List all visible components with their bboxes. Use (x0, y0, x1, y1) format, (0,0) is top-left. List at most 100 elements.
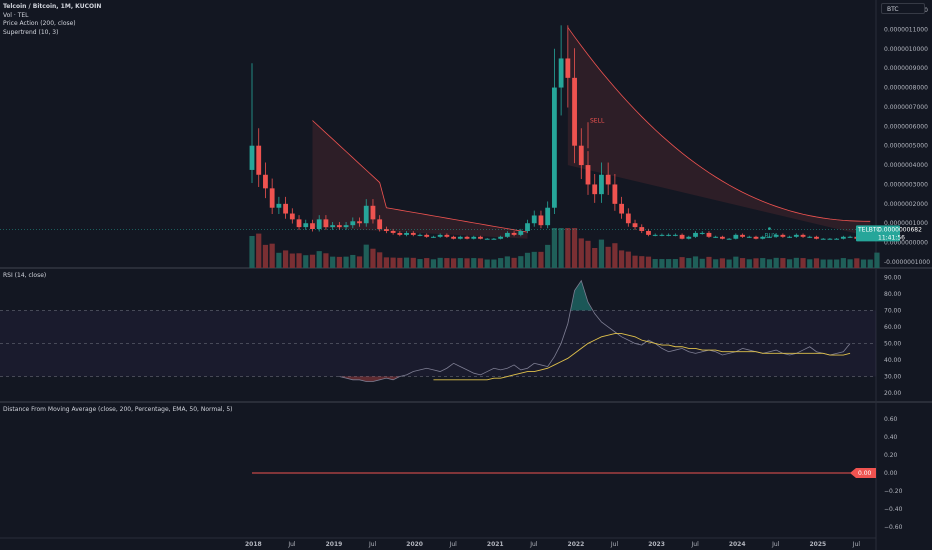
volume-bar (444, 258, 450, 268)
volume-bar (666, 259, 672, 268)
price-tick-label: 0.0000005000 (884, 143, 928, 150)
candle (666, 234, 672, 236)
chart-legend: Telcoin / Bitcoin, 1M, KUCOIN Vol · TEL … (3, 3, 101, 37)
candle (518, 230, 524, 235)
candle (437, 234, 443, 237)
candle (283, 203, 288, 214)
price-badge-symbol: TELBTC (857, 226, 880, 233)
candle (249, 145, 255, 170)
candle (316, 219, 322, 230)
candle (672, 234, 678, 236)
candle (357, 221, 362, 224)
volume-bar (746, 259, 752, 268)
candle (471, 236, 477, 239)
volume-bar (793, 257, 799, 268)
volume-bar (840, 258, 846, 268)
candle (840, 236, 846, 239)
time-tick-label: Jul (852, 541, 861, 548)
price-badge-countdown: 11:41:56 (878, 234, 905, 241)
candle (713, 236, 719, 238)
sell-label: SELL (590, 117, 605, 124)
rsi-tick-label: 20.00 (884, 390, 901, 397)
candle (847, 236, 853, 238)
rsi-tick-label: 60.00 (884, 324, 901, 331)
volume-bar (397, 257, 403, 268)
candle (363, 205, 369, 224)
volume-bar (820, 259, 826, 268)
volume-bar (739, 258, 746, 268)
indicator-supertrend[interactable]: Supertrend (10, 3) (3, 28, 59, 36)
candle (780, 234, 786, 237)
volume-bar (605, 246, 611, 268)
indicator-vol[interactable]: Vol · TEL (3, 11, 29, 19)
dma-title[interactable]: Distance From Moving Average (close, 200… (3, 406, 233, 413)
time-tick-label: 2025 (809, 541, 826, 548)
volume-bar (336, 256, 342, 268)
volume-bar (511, 257, 517, 268)
candle (740, 234, 745, 237)
volume-bar (477, 258, 484, 268)
price-axis[interactable]: 0.00000120000.00000110000.00000100000.00… (850, 7, 930, 531)
volume-bar (276, 252, 282, 268)
buy-label: BUY (764, 233, 777, 240)
volume-bar (518, 256, 524, 268)
rsi-pane[interactable] (0, 279, 876, 382)
candle (323, 219, 329, 228)
volume-bar (309, 254, 316, 268)
rsi-overbought-fill (570, 280, 592, 311)
candle (296, 219, 302, 228)
volume-bar (867, 259, 873, 268)
dma-tick-label: −0.60 (884, 524, 903, 531)
currency-button[interactable]: BTC (881, 3, 925, 14)
dma-tick-label: 0.00 (884, 470, 898, 477)
rsi-title[interactable]: RSI (14, close) (3, 272, 47, 279)
volume-bar (410, 257, 416, 268)
dma-tick-label: −0.40 (884, 506, 903, 513)
volume-bar (343, 256, 349, 268)
dma-tick-label: 0.40 (884, 434, 898, 441)
volume-bar (283, 250, 289, 268)
candle (384, 229, 389, 231)
volume-bar (363, 244, 369, 268)
candle (753, 236, 759, 239)
volume-bar (451, 258, 457, 268)
price-tick-label: 0.0000004000 (884, 162, 928, 169)
volume-bar (491, 259, 497, 268)
volume-bar (827, 259, 833, 268)
candle (800, 234, 806, 237)
candle (625, 213, 631, 224)
price-tick-label: 0.0000007000 (884, 104, 928, 111)
volume-bar (598, 239, 605, 268)
dma-legend[interactable]: Distance From Moving Average (close, 200… (3, 406, 233, 415)
price-badge-value: 0.0000000682 (878, 226, 922, 233)
rsi-oversold-fill (339, 376, 494, 382)
volume-bar (370, 248, 376, 268)
volume-bar (766, 259, 773, 268)
candle (417, 234, 423, 236)
volume-bar (303, 255, 309, 268)
candle (256, 145, 262, 175)
price-tick-label: 0.0000011000 (884, 26, 928, 33)
volume-bar (847, 259, 853, 268)
price-tick-label: 0.0000001000 (884, 220, 928, 227)
time-tick-label: 2021 (487, 541, 504, 548)
indicator-price-action[interactable]: Price Action (200, close) (3, 20, 76, 27)
candle (807, 236, 813, 238)
time-tick-label: 2019 (326, 541, 343, 548)
volume-bar (692, 256, 699, 268)
candle (336, 225, 342, 228)
time-tick-label: Jul (771, 541, 780, 548)
rsi-tick-label: 90.00 (884, 274, 901, 281)
time-axis[interactable]: 2018 Jul 2019 Jul 2020 Jul 2021 Jul 2022 Jul 2023 J… (0, 537, 876, 548)
volume-bar (854, 258, 860, 268)
rsi-legend[interactable]: RSI (14, close) (3, 272, 46, 281)
supertrend-line (312, 120, 528, 233)
candle (578, 145, 584, 166)
candle (276, 203, 282, 208)
candle (289, 213, 295, 220)
candle (263, 174, 268, 189)
candle (404, 232, 409, 235)
time-tick-label: 2018 (245, 541, 262, 548)
